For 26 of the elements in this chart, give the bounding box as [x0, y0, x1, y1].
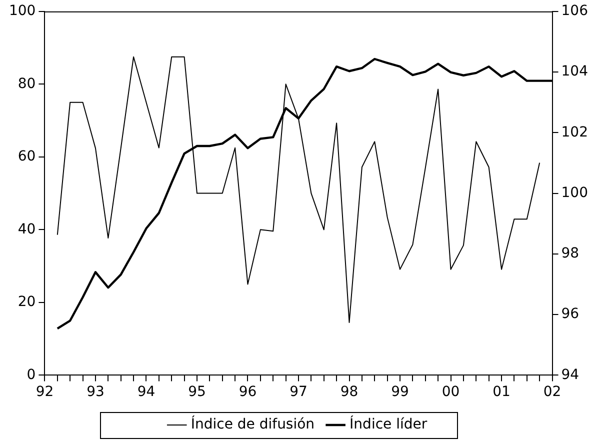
x-tick-label: 02	[543, 384, 562, 400]
y-tick-label: 60	[18, 148, 36, 165]
y2-tick-label: 96	[561, 306, 580, 322]
y2-tick-label: 106	[561, 3, 588, 20]
x-tick-label: 94	[137, 384, 156, 400]
y2-tick-label: 102	[561, 124, 588, 140]
y-tick-label: 0	[26, 366, 36, 383]
x-tick-label: 00	[442, 384, 460, 400]
y-tick-label: 80	[18, 76, 36, 92]
y-tick-label: 40	[18, 221, 36, 238]
y2-tick-label: 100	[561, 184, 588, 201]
legend-label: Índice líder	[350, 416, 428, 433]
y2-tick-label: 104	[561, 64, 588, 80]
y2-tick-label: 94	[561, 366, 580, 383]
x-tick-label: 01	[492, 384, 510, 400]
x-tick-label: 93	[86, 384, 104, 400]
x-tick-label: 92	[36, 384, 54, 400]
legend-label: Índice de difusión	[190, 416, 315, 433]
y-tick-label: 20	[18, 294, 36, 310]
y-tick-label: 100	[8, 3, 36, 20]
x-tick-label: 99	[391, 384, 409, 400]
x-tick-label: 96	[238, 384, 257, 400]
y2-tick-label: 98	[561, 246, 580, 262]
x-tick-label: 95	[188, 384, 206, 400]
x-tick-label: 98	[340, 384, 358, 400]
x-tick-label: 97	[290, 384, 308, 400]
